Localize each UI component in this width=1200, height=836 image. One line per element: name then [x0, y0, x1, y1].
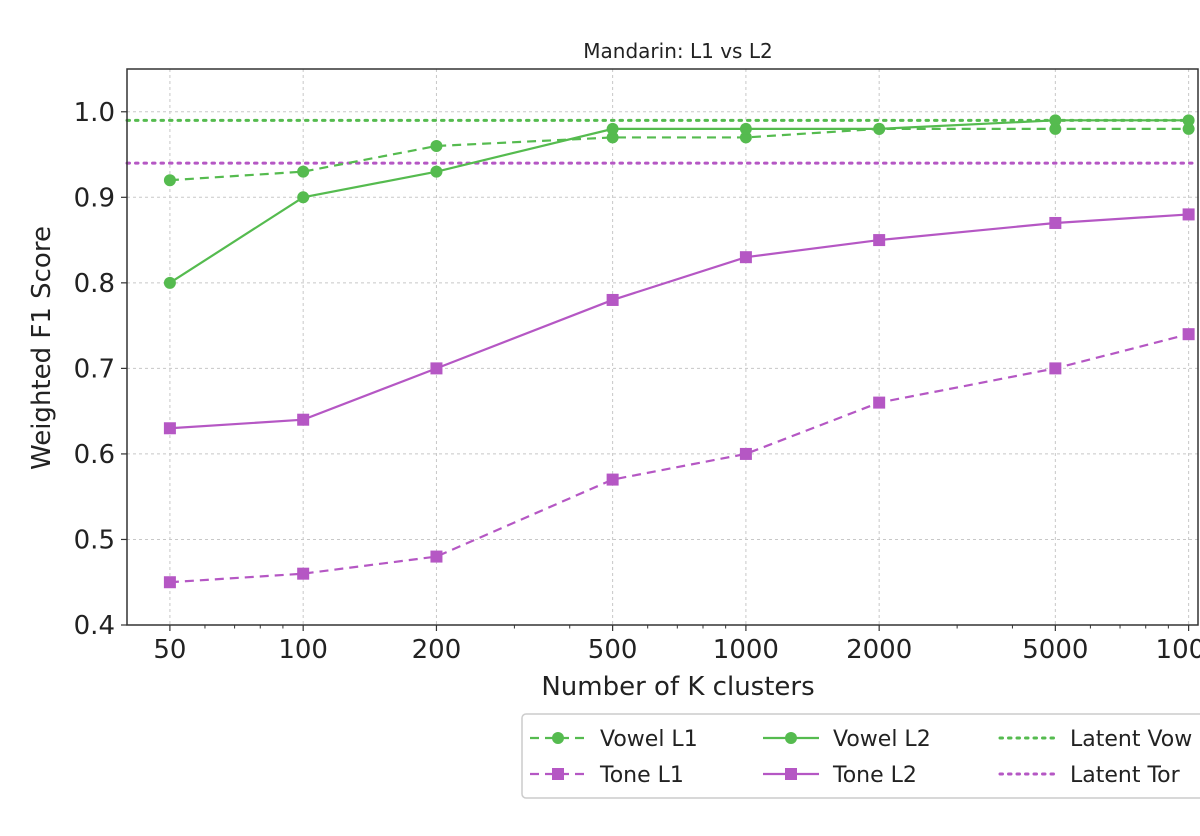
- data-point: [430, 362, 443, 375]
- data-point: [1182, 114, 1195, 127]
- legend-marker: [552, 732, 564, 744]
- x-tick-label: 500: [588, 635, 638, 665]
- data-point: [430, 165, 443, 178]
- legend-label: Tone L2: [832, 763, 917, 788]
- data-point: [163, 276, 176, 289]
- data-point: [1182, 122, 1195, 135]
- y-tick-label: 0.4: [74, 611, 115, 641]
- data-point: [297, 413, 310, 426]
- data-point: [1182, 208, 1195, 221]
- y-axis-title: Weighted F1 Score: [27, 226, 57, 470]
- x-tick-label: 1000: [1156, 635, 1200, 665]
- x-tick-label: 200: [412, 635, 462, 665]
- data-point: [430, 550, 443, 563]
- legend-marker: [785, 732, 797, 744]
- x-tick-label: 1000: [713, 635, 779, 665]
- legend-label: Latent Tor: [1070, 763, 1181, 788]
- data-point: [606, 122, 619, 135]
- series-layer: [163, 114, 1195, 589]
- data-point: [163, 422, 176, 435]
- data-point: [873, 122, 886, 135]
- legend-marker: [785, 768, 797, 780]
- series-line: [169, 213, 1189, 430]
- y-tick-label: 1.0: [74, 98, 115, 128]
- legend-label: Tone L1: [599, 763, 684, 788]
- legend-label: Vowel L1: [600, 727, 698, 752]
- legend-box: [521, 713, 1200, 799]
- y-tick-label: 0.7: [74, 354, 115, 384]
- data-point: [739, 131, 752, 144]
- data-point: [297, 567, 310, 580]
- x-axis-ticks: 50 100 200 500 1000 2000 5000 1000: [153, 625, 1200, 665]
- legend-label: Latent Vow: [1070, 727, 1192, 752]
- data-point: [606, 473, 619, 486]
- data-point: [430, 139, 443, 152]
- y-axis-ticks: 0.4 0.5 0.6 0.7 0.8 0.9 1.0: [74, 98, 127, 641]
- data-point: [297, 191, 310, 204]
- data-point: [606, 293, 619, 306]
- data-point: [163, 174, 176, 187]
- y-tick-label: 0.8: [74, 269, 115, 299]
- series-line: [169, 119, 1189, 284]
- legend-marker: [552, 768, 564, 780]
- x-tick-label: 2000: [846, 635, 912, 665]
- data-point: [873, 234, 886, 247]
- y-tick-label: 0.6: [74, 440, 115, 470]
- series-line: [169, 127, 1189, 182]
- y-tick-label: 0.9: [74, 183, 115, 213]
- reference-lines: [125, 118, 1200, 165]
- x-tick-label: 100: [278, 635, 328, 665]
- chart-title: Mandarin: L1 vs L2: [583, 39, 772, 63]
- data-point: [739, 251, 752, 264]
- legend-label: Vowel L2: [833, 727, 931, 752]
- series-line: [169, 333, 1189, 584]
- data-point: [739, 122, 752, 135]
- legend: Vowel L1 Vowel L2 Latent Vow Tone L1 Tone L2…: [521, 713, 1200, 799]
- data-point: [297, 165, 310, 178]
- data-point: [1182, 328, 1195, 341]
- data-point: [739, 447, 752, 460]
- x-axis-title: Number of K clusters: [541, 672, 814, 702]
- x-tick-label: 50: [153, 635, 186, 665]
- data-point: [1049, 362, 1062, 375]
- data-point: [606, 131, 619, 144]
- data-point: [1049, 114, 1062, 127]
- plot-frame: [126, 68, 1199, 626]
- data-point: [1049, 216, 1062, 229]
- data-point: [1049, 122, 1062, 135]
- data-point: [163, 576, 176, 589]
- grid: [127, 69, 1198, 626]
- data-point: [873, 396, 886, 409]
- y-tick-label: 0.5: [74, 525, 115, 555]
- x-tick-label: 5000: [1022, 635, 1088, 665]
